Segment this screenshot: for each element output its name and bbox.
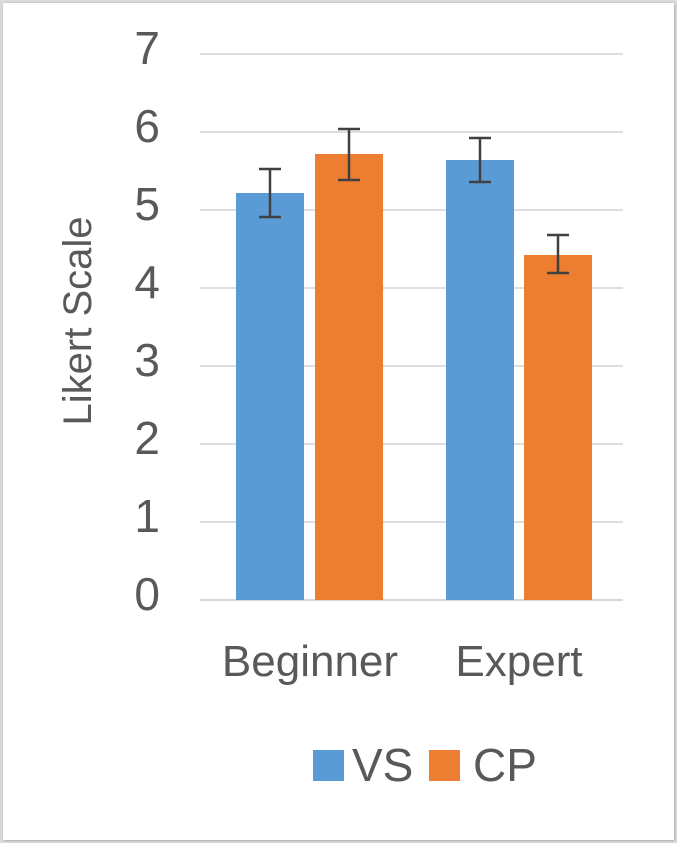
svg-text:Likert Scale: Likert Scale [56,217,100,426]
svg-text:6: 6 [134,100,160,152]
svg-text:1: 1 [134,490,160,542]
svg-text:Beginner: Beginner [222,637,398,686]
svg-text:4: 4 [134,256,160,308]
svg-text:5: 5 [134,178,160,230]
svg-text:0: 0 [134,568,160,620]
svg-text:Expert: Expert [455,637,582,686]
svg-text:CP: CP [473,739,537,791]
svg-text:2: 2 [134,412,160,464]
svg-text:VS: VS [352,739,413,791]
svg-text:3: 3 [134,334,160,386]
svg-text:7: 7 [134,22,160,74]
